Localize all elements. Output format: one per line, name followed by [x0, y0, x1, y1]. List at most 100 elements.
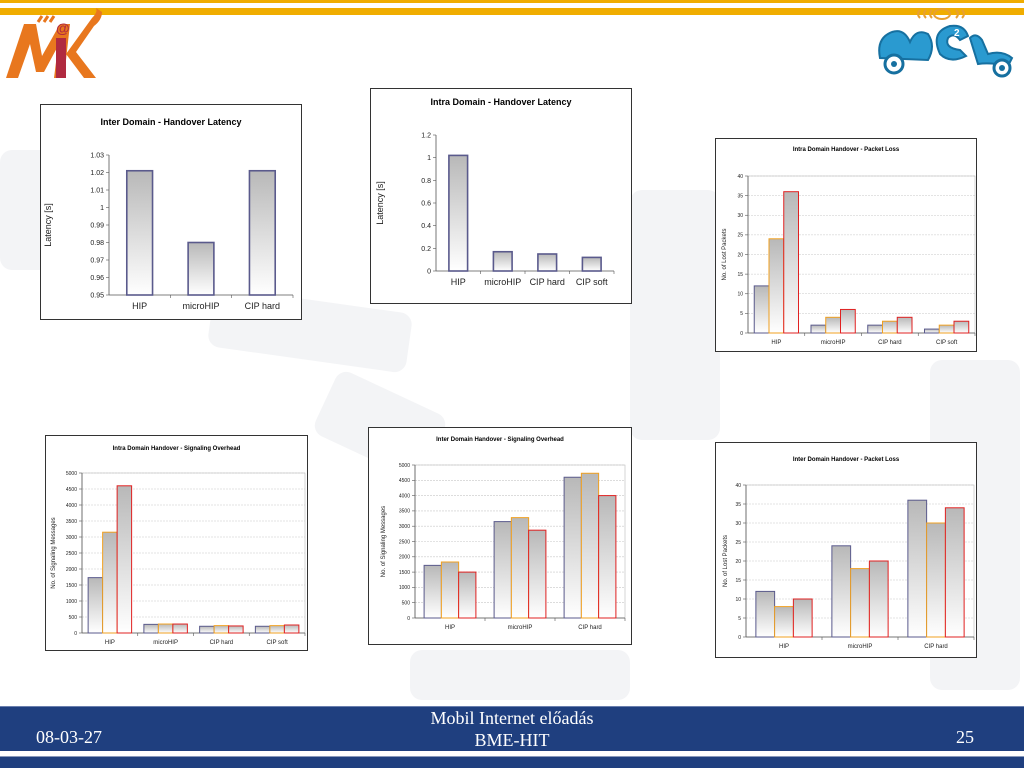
y-tick-label: 30: [735, 521, 741, 527]
bar: [938, 324, 955, 334]
y-tick-label: 1000: [66, 599, 77, 605]
y-axis-label: Latency [s]: [43, 203, 53, 247]
y-tick-label: 30: [737, 213, 743, 219]
bar: [102, 531, 118, 634]
bar: [580, 472, 600, 619]
chart-title: Intra Domain - Handover Latency: [430, 97, 572, 107]
chart-plot: 0 500 1000 1500 2000 2500 3000 3500 4000 4500 5000…: [381, 463, 626, 631]
bar: [926, 522, 946, 638]
x-tick-label: CIP hard: [210, 640, 234, 646]
y-axis-label: Latency [s]: [375, 181, 385, 225]
chart-title: Intra Domain Handover - Signaling Overhe…: [112, 446, 241, 452]
bar: [448, 154, 469, 272]
y-tick-label: 0: [427, 269, 431, 276]
x-tick-label: CIP hard: [530, 277, 565, 287]
bar: [248, 169, 277, 296]
y-tick-label: 1.02: [90, 170, 104, 177]
chart-title: Inter Domain Handover - Packet Loss: [792, 457, 900, 463]
bar: [528, 529, 547, 619]
bar: [440, 561, 460, 619]
bar: [753, 285, 770, 334]
y-tick-label: 1.01: [90, 188, 104, 195]
y-tick-label: 15: [735, 578, 741, 584]
bar: [810, 324, 827, 334]
y-tick-label: 10: [737, 292, 743, 298]
bar: [228, 625, 244, 634]
x-tick-label: microHIP: [821, 340, 846, 346]
bar: [953, 320, 970, 334]
footer-course-name: Mobil Internet előadás: [430, 708, 594, 728]
y-tick-label: 3500: [399, 509, 410, 515]
x-tick-label: microHIP: [153, 640, 178, 646]
y-tick-label: 0.4: [421, 223, 431, 230]
slide-footer: 08-03-27 Mobil Internet előadás BME-HIT …: [0, 706, 1024, 751]
x-tick-label: HIP: [779, 644, 789, 650]
y-tick-label: 35: [735, 502, 741, 508]
x-tick-label: HIP: [451, 277, 466, 287]
bar: [187, 241, 215, 296]
bar: [493, 521, 512, 619]
chart-intra-domain-packet-loss: Intra Domain Handover - Packet Loss 0 5 10…: [715, 138, 977, 352]
chart-plot: 0 5 10 15 20 25 30 35 40 No. of Lost Packets HIP mi…: [723, 483, 975, 650]
y-tick-label: 2000: [66, 567, 77, 573]
y-tick-label: 3500: [66, 519, 77, 525]
y-tick-label: 2500: [399, 539, 410, 545]
y-tick-label: 35: [737, 193, 743, 199]
bar: [867, 324, 883, 334]
y-axis-label: No. of Signaling Messages: [381, 506, 387, 577]
x-tick-label: CIP soft: [576, 277, 608, 287]
chart-plot: 0 0.2 0.4 0.6 0.8 1 1.2 Latency [s] HIP microHIP C…: [375, 133, 615, 287]
y-tick-label: 1.03: [90, 153, 104, 160]
y-tick-label: 0.96: [90, 275, 104, 282]
bar: [537, 253, 558, 272]
x-tick-label: microHIP: [182, 301, 219, 311]
bar: [213, 625, 230, 634]
bar: [831, 545, 852, 638]
bar: [254, 625, 271, 634]
mc2-logo: 2: [870, 2, 1020, 78]
bar: [825, 316, 842, 334]
footer-date: 08-03-27: [36, 727, 102, 747]
bar: [850, 568, 870, 638]
y-tick-label: 10: [735, 597, 741, 603]
x-tick-label: CIP soft: [267, 640, 289, 646]
chart-inter-domain-latency: Inter Domain - Handover Latency 0.95 0.96…: [40, 104, 302, 320]
bar: [774, 606, 794, 638]
bar: [881, 320, 898, 334]
x-tick-label: CIP hard: [245, 301, 280, 311]
bar: [923, 328, 940, 334]
bar: [116, 485, 133, 634]
bar: [563, 476, 582, 619]
y-tick-label: 3000: [399, 524, 410, 530]
y-tick-label: 2000: [399, 555, 410, 561]
bar: [598, 495, 617, 619]
y-tick-label: 0.98: [90, 240, 104, 247]
chart-inter-domain-packet-loss: Inter Domain Handover - Packet Loss 0 5 10…: [715, 442, 977, 658]
y-tick-label: 1: [100, 205, 104, 212]
bar: [423, 564, 442, 619]
x-tick-label: HIP: [132, 301, 147, 311]
x-tick-label: CIP hard: [878, 340, 902, 346]
bar: [768, 238, 785, 334]
chart-plot: 0 5 10 15 20 25 30 35 40 No. of Lost Packets HIP mi…: [722, 174, 976, 346]
y-tick-label: 2500: [66, 551, 77, 557]
y-axis-label: No. of Lost Packets: [723, 535, 729, 587]
y-tick-label: 0: [738, 635, 741, 641]
chart-title: Intra Domain Handover - Packet Loss: [792, 147, 900, 153]
background-device-image: [410, 650, 630, 700]
bar: [581, 256, 602, 272]
bar: [143, 623, 159, 634]
chart-title: Inter Domain - Handover Latency: [100, 117, 242, 127]
bar: [840, 308, 856, 334]
footer-institution: BME-HIT: [474, 730, 550, 750]
x-tick-label: microHIP: [848, 644, 873, 650]
mk-logo: @: [4, 6, 104, 84]
y-tick-label: 3000: [66, 535, 77, 541]
bar: [755, 590, 776, 638]
y-axis-label: No. of Lost Packets: [722, 228, 728, 280]
svg-text:2: 2: [954, 28, 960, 39]
y-tick-label: 4000: [66, 503, 77, 509]
chart-title: Inter Domain Handover - Signaling Overhe…: [436, 437, 564, 443]
y-tick-label: 500: [69, 615, 78, 621]
y-tick-label: 0.99: [90, 223, 104, 230]
